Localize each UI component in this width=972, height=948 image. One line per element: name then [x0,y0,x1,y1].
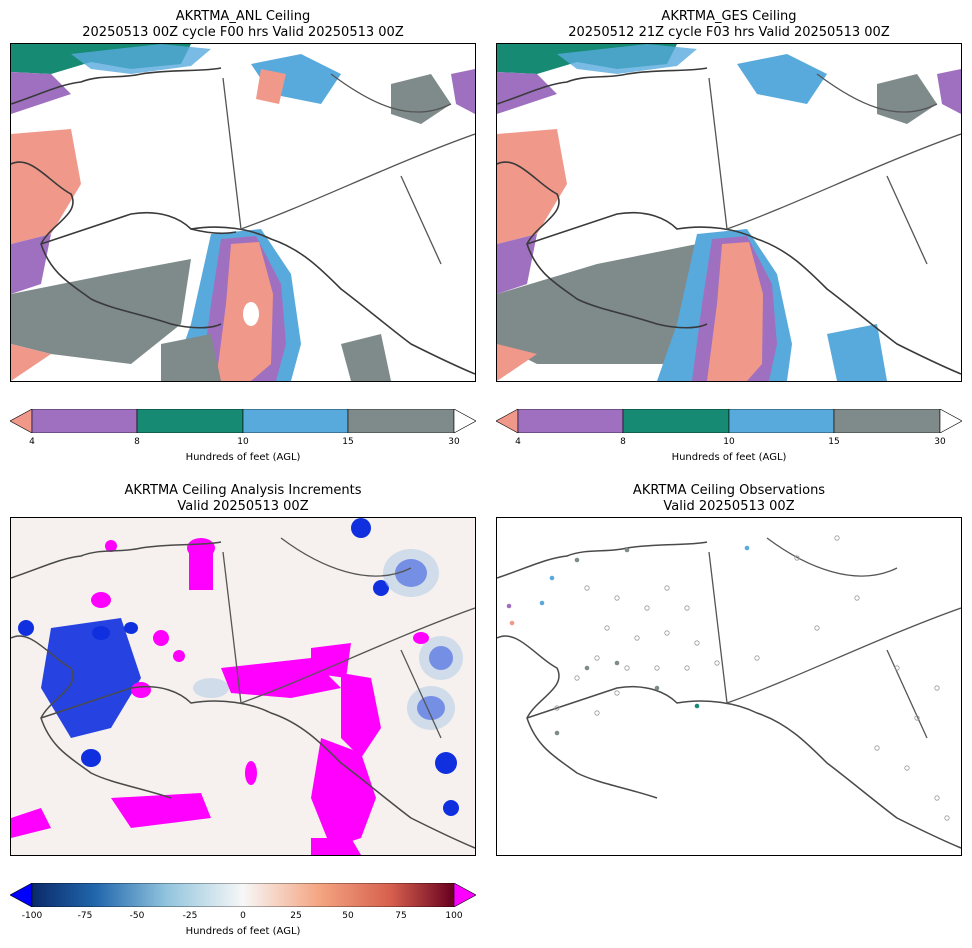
panel3-colorbar [9,882,477,908]
panel1-title: AKRTMA_ANL Ceiling 20250513 00Z cycle F0… [82,9,404,40]
ges-ceiling-field [497,44,961,381]
panel2-colorbar [495,408,963,434]
negative-increments [18,518,459,816]
panel2-map [496,43,962,382]
cb2-tick: 8 [620,437,626,447]
cb3-tick: 75 [395,911,407,921]
borders [222,73,475,265]
panel1-map [10,43,476,382]
cb2-tick: 4 [515,437,521,447]
cb3-tick: 25 [290,911,302,921]
light-blue-halo [193,549,463,730]
positive-increments [11,538,429,855]
cb2-label: Hundreds of feet (AGL) [671,452,787,463]
panel4-map [496,517,962,856]
cb1-tick: 30 [448,437,460,447]
panel1-colorbar [9,408,477,434]
ceiling-fill-regions [11,44,475,381]
panel3-title: AKRTMA Ceiling Analysis Increments Valid… [124,483,362,514]
cb2-tick: 10 [723,437,735,447]
observation-filled [506,545,750,736]
cb1-tick: 4 [29,437,35,447]
cb3-tick: -75 [77,911,93,921]
cb3-tick: 0 [240,911,246,921]
observations-map [497,535,961,849]
cb3-tick: 100 [445,911,463,921]
observation-stations [554,535,950,821]
panel3-map [10,517,476,856]
cb3-tick: 50 [342,911,354,921]
cb3-tick: -100 [21,911,43,921]
cb3-tick: -25 [182,911,198,921]
coastlines [11,67,475,375]
anl-ceiling-field [11,44,475,381]
cb3-tick: -50 [129,911,145,921]
cb1-tick: 15 [342,437,354,447]
panel2-title: AKRTMA_GES Ceiling 20250512 21Z cycle F0… [568,9,890,40]
increment-field [11,518,475,855]
cb2-tick: 30 [934,437,946,447]
cb2-tick: 15 [828,437,840,447]
cb3-label: Hundreds of feet (AGL) [185,926,301,937]
cb1-tick: 10 [237,437,249,447]
panel4-title: AKRTMA Ceiling Observations Valid 202505… [632,483,826,514]
cb1-label: Hundreds of feet (AGL) [185,452,301,463]
cb1-tick: 8 [134,437,140,447]
